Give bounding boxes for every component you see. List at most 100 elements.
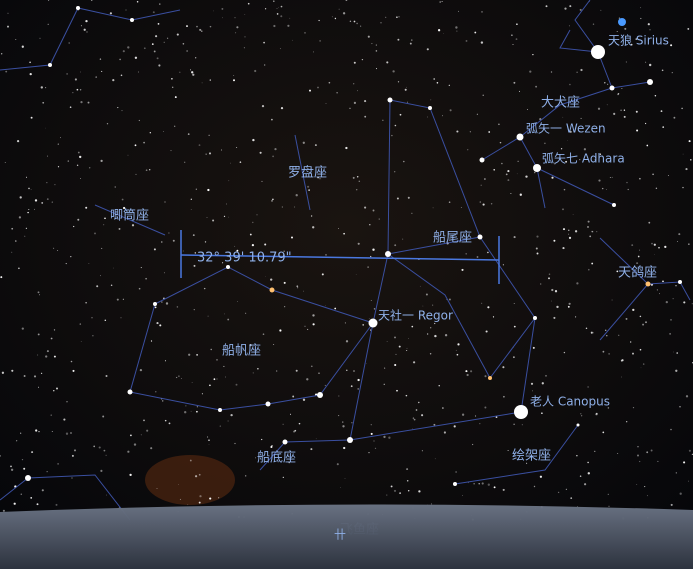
background-star [291, 39, 293, 41]
background-star [76, 88, 79, 91]
background-star [461, 413, 465, 416]
background-star [636, 262, 639, 265]
background-star [143, 419, 145, 422]
background-star [598, 179, 601, 182]
background-star [637, 446, 639, 448]
background-star [590, 331, 593, 334]
background-star [355, 273, 357, 275]
background-star [448, 298, 451, 301]
background-star [263, 41, 265, 44]
background-star [516, 173, 518, 175]
background-star [465, 252, 468, 255]
background-star [161, 400, 164, 402]
background-star [411, 325, 414, 328]
background-star [415, 409, 418, 411]
background-star [676, 352, 678, 354]
background-star [688, 140, 691, 143]
background-star [153, 50, 156, 53]
background-star [584, 483, 587, 486]
background-star [80, 178, 81, 179]
background-star [230, 413, 233, 417]
background-star [671, 72, 673, 74]
background-star [575, 316, 577, 318]
background-star [38, 386, 40, 388]
background-star [678, 233, 681, 236]
background-star [450, 236, 452, 238]
background-star [259, 151, 262, 154]
background-star [24, 235, 26, 237]
background-star [386, 494, 388, 496]
background-star [313, 51, 314, 53]
background-star [562, 228, 566, 231]
background-star [42, 101, 45, 104]
background-star [163, 41, 165, 43]
background-star [264, 243, 267, 246]
background-star [287, 24, 290, 27]
background-star [50, 414, 52, 416]
background-star [27, 211, 29, 214]
background-star [565, 488, 568, 490]
background-star [369, 223, 371, 226]
background-star [362, 324, 365, 326]
background-star [669, 333, 671, 335]
background-star [624, 27, 627, 30]
background-star [129, 434, 132, 437]
background-star [35, 429, 38, 432]
star [387, 97, 393, 103]
background-star [276, 8, 278, 9]
background-star [80, 71, 81, 73]
background-star [289, 413, 292, 415]
background-star [391, 134, 393, 137]
background-star [511, 34, 513, 37]
background-star [15, 240, 17, 242]
background-star [679, 406, 681, 408]
background-star [7, 12, 9, 14]
background-star [59, 137, 62, 139]
background-star [618, 334, 620, 336]
background-star [234, 17, 236, 19]
background-star [74, 78, 77, 81]
background-star [192, 73, 195, 76]
background-star [256, 214, 258, 216]
background-star [371, 43, 373, 45]
background-star [502, 366, 505, 369]
background-star [592, 332, 594, 334]
background-star [318, 372, 320, 375]
background-star [616, 270, 619, 273]
background-star [171, 86, 174, 89]
background-star [589, 235, 592, 238]
background-star [270, 278, 273, 281]
background-star [579, 159, 581, 161]
background-star [587, 226, 589, 228]
background-star [639, 460, 641, 463]
background-star [321, 273, 324, 276]
star [479, 157, 485, 163]
background-star [109, 12, 113, 15]
background-star [568, 229, 570, 231]
background-star [20, 493, 22, 495]
background-star [245, 475, 247, 477]
background-star [276, 370, 278, 372]
background-star [373, 440, 375, 442]
background-star [512, 44, 514, 45]
constellation-label: 船帆座 [222, 344, 261, 359]
background-star [195, 188, 197, 190]
background-star [413, 418, 416, 421]
background-star [85, 206, 88, 209]
background-star [201, 82, 203, 84]
background-star [342, 12, 346, 15]
background-star [166, 37, 169, 39]
background-star [68, 42, 71, 44]
background-star [683, 301, 686, 304]
background-star [488, 131, 491, 133]
background-star [403, 160, 405, 163]
background-star [521, 424, 523, 426]
background-star [234, 442, 236, 445]
background-star [502, 264, 504, 266]
background-star [134, 144, 137, 147]
background-star [570, 497, 573, 499]
background-star [291, 236, 293, 239]
background-star [342, 421, 344, 423]
background-star [63, 418, 66, 421]
background-star [98, 446, 101, 449]
